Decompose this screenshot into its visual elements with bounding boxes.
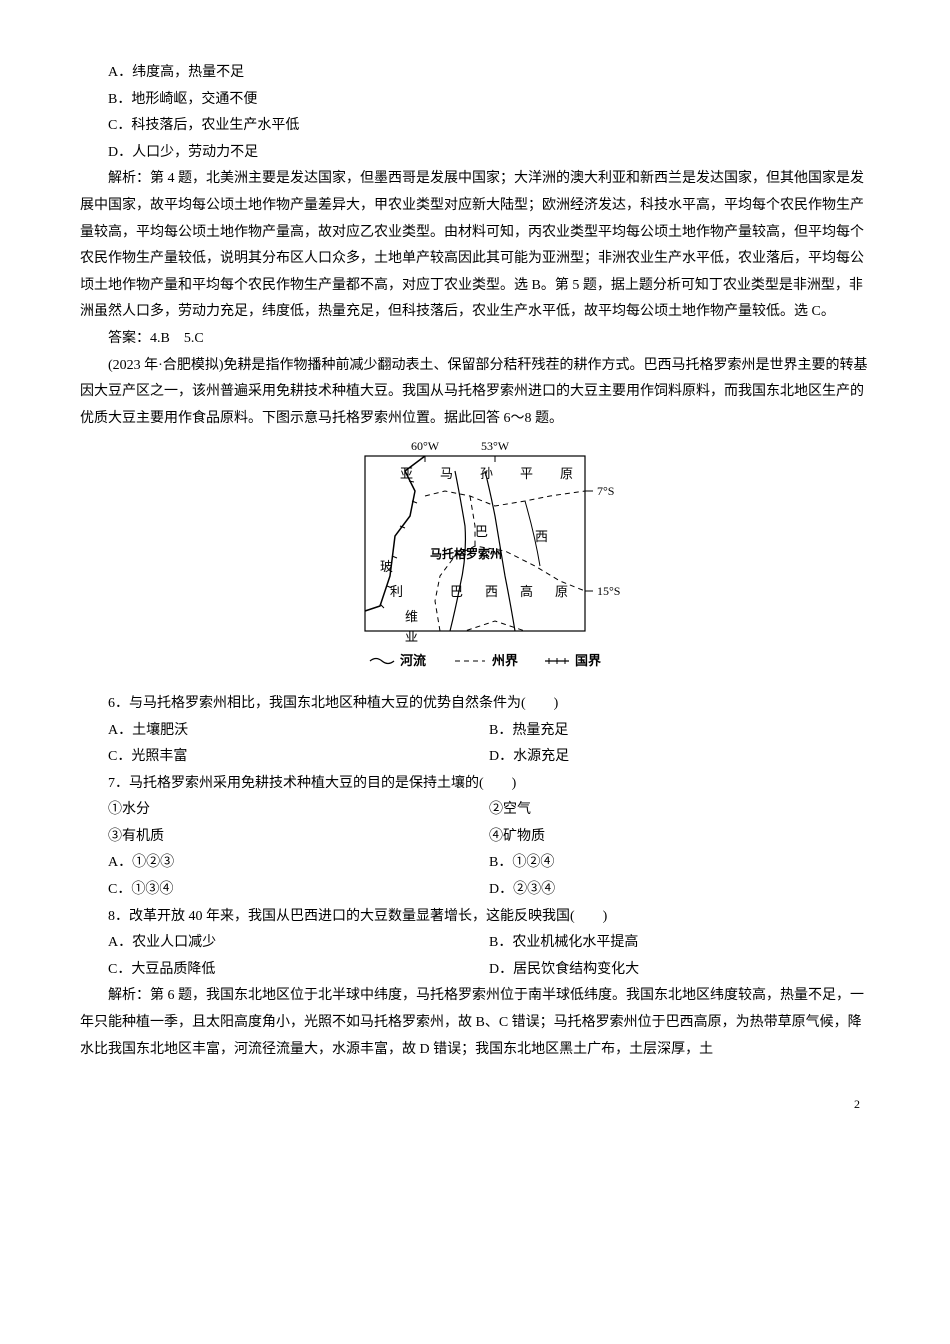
map-label-ba2: 巴 <box>450 584 463 599</box>
map-label-ma: 马 <box>440 466 453 481</box>
map-label-ping: 平 <box>520 466 533 481</box>
q6-option-b: B．热量充足 <box>489 718 870 745</box>
q8-option-a: A．农业人口减少 <box>108 930 489 957</box>
q8-option-c: C．大豆品质降低 <box>108 957 489 984</box>
explanation-6: 解析：第 6 题，我国东北地区位于北半球中纬度，马托格罗索州位于南半球低纬度。我… <box>80 983 870 1063</box>
map-label-bo: 玻 <box>380 559 393 574</box>
legend-state: 州界 <box>491 653 518 668</box>
q5-option-a: A．纬度高，热量不足 <box>80 60 870 87</box>
legend-country: 国界 <box>575 653 601 668</box>
q8-stem: 8．改革开放 40 年来，我国从巴西进口的大豆数量显著增长，这能反映我国( ) <box>80 904 870 931</box>
map-label-mtgs: 马托格罗索州 <box>430 546 502 561</box>
map-label-yuan2: 原 <box>555 584 568 599</box>
lat-7s: 7°S <box>597 484 614 498</box>
q6-stem: 6．与马托格罗索州相比，我国东北地区种植大豆的优势自然条件为( ) <box>80 691 870 718</box>
map-figure: 60°W 53°W 7°S 15°S 亚 马 孙 <box>80 436 870 687</box>
q7-option-c: C．①③④ <box>108 877 489 904</box>
q7-item-2: ②空气 <box>489 797 870 824</box>
q5-option-c: C．科技落后，农业生产水平低 <box>80 113 870 140</box>
map-label-ya: 亚 <box>400 466 413 481</box>
legend-river: 河流 <box>400 653 426 668</box>
q6-option-c: C．光照丰富 <box>108 744 489 771</box>
map-label-li: 利 <box>390 584 403 599</box>
map-svg: 60°W 53°W 7°S 15°S 亚 马 孙 <box>325 436 625 676</box>
answer-4-5: 答案：4.B 5.C <box>80 326 870 353</box>
map-label-xi2: 西 <box>485 584 498 599</box>
q5-option-b: B．地形崎岖，交通不便 <box>80 87 870 114</box>
page-number: 2 <box>80 1093 870 1116</box>
q8-option-d: D．居民饮食结构变化大 <box>489 957 870 984</box>
map-label-ya2: 亚 <box>405 629 418 644</box>
lon-60w: 60°W <box>411 439 440 453</box>
q8-option-b: B．农业机械化水平提高 <box>489 930 870 957</box>
map-label-wei: 维 <box>405 609 418 624</box>
stem-6-8: (2023 年·合肥模拟)免耕是指作物播种前减少翻动表土、保留部分秸秆残茬的耕作… <box>80 353 870 433</box>
explanation-4-5: 解析：第 4 题，北美洲主要是发达国家，但墨西哥是发展中国家；大洋洲的澳大利亚和… <box>80 166 870 326</box>
map-label-ba: 巴 <box>475 524 488 539</box>
q7-stem: 7．马托格罗索州采用免耕技术种植大豆的目的是保持土壤的( ) <box>80 771 870 798</box>
q7-option-b: B．①②④ <box>489 850 870 877</box>
q6-option-d: D．水源充足 <box>489 744 870 771</box>
q7-option-d: D．②③④ <box>489 877 870 904</box>
q7-item-3: ③有机质 <box>108 824 489 851</box>
map-label-sun: 孙 <box>480 466 493 481</box>
q6-option-a: A．土壤肥沃 <box>108 718 489 745</box>
q7-item-1: ①水分 <box>108 797 489 824</box>
q5-option-d: D．人口少，劳动力不足 <box>80 140 870 167</box>
lon-53w: 53°W <box>481 439 510 453</box>
lat-15s: 15°S <box>597 584 620 598</box>
map-label-gao: 高 <box>520 584 533 599</box>
map-label-yuan: 原 <box>560 466 573 481</box>
q7-item-4: ④矿物质 <box>489 824 870 851</box>
q7-option-a: A．①②③ <box>108 850 489 877</box>
map-label-xi: 西 <box>535 529 548 544</box>
